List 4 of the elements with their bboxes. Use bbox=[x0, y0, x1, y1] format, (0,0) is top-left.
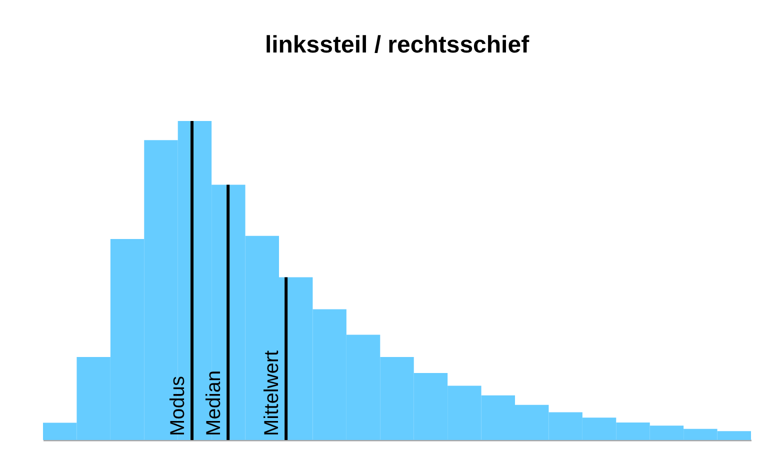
annotation: Modus bbox=[167, 376, 190, 436]
annotation: Mittelwert bbox=[261, 350, 284, 436]
chart-title: linkssteil / rechtsschief bbox=[264, 32, 530, 58]
annotation: Median bbox=[203, 370, 226, 436]
